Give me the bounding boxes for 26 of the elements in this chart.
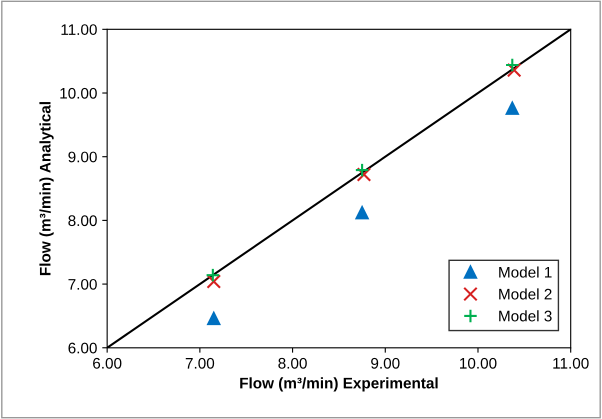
y-tick-label: 7.00 bbox=[68, 278, 97, 290]
point bbox=[206, 274, 222, 289]
x-tick-label: 11.00 bbox=[553, 358, 589, 369]
y-tick-label: 10.00 bbox=[60, 88, 97, 99]
x-tick-label: 8.00 bbox=[278, 358, 307, 369]
x-axis-title: Flow (m³/min) Experimental bbox=[240, 377, 438, 392]
legend-label: Model 3 bbox=[499, 310, 552, 322]
point bbox=[206, 268, 220, 282]
legend-label: Model 1 bbox=[499, 266, 552, 278]
point bbox=[356, 167, 372, 182]
y-tick-label: 8.00 bbox=[68, 215, 97, 226]
y-axis-title: Flow (m³/min) Analytical bbox=[39, 102, 54, 276]
point bbox=[354, 162, 370, 178]
y-tick-label: 11.00 bbox=[62, 24, 97, 36]
y-tick-label: 9.00 bbox=[68, 152, 97, 162]
x-tick-label: 6.00 bbox=[93, 358, 122, 369]
point bbox=[506, 62, 522, 78]
point bbox=[207, 312, 220, 326]
point bbox=[506, 102, 519, 115]
y-tick-label: 6.00 bbox=[68, 342, 97, 354]
point bbox=[504, 58, 520, 72]
point bbox=[356, 206, 369, 220]
x-tick-label: 10.00 bbox=[460, 358, 497, 369]
x-tick-label: 7.00 bbox=[186, 358, 214, 369]
x-tick-label: 9.00 bbox=[371, 358, 400, 369]
legend-label: Model 2 bbox=[499, 288, 552, 300]
